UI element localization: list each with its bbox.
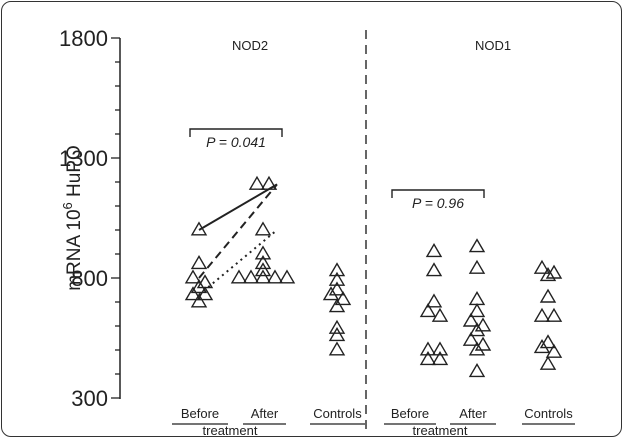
data-point-nod1 bbox=[474, 317, 492, 332]
y-tick-label: 300 bbox=[71, 386, 108, 411]
data-point-nod2 bbox=[328, 271, 346, 286]
y-tick-label: 1800 bbox=[59, 26, 108, 51]
data-point-nod1 bbox=[419, 351, 437, 366]
data-point-nod2 bbox=[328, 341, 346, 356]
data-point-nod1 bbox=[539, 355, 557, 370]
data-point-nod1 bbox=[468, 238, 486, 253]
data-point-nod1 bbox=[539, 288, 557, 303]
data-point-nod1 bbox=[468, 363, 486, 378]
data-point-nod1 bbox=[533, 259, 551, 274]
paired-line-dashed bbox=[198, 183, 278, 279]
group-label: Before bbox=[181, 406, 219, 421]
data-point-nod1 bbox=[419, 303, 437, 318]
data-point-nod2 bbox=[278, 269, 296, 284]
y-tick-label: 1300 bbox=[59, 146, 108, 171]
data-point-nod2 bbox=[190, 279, 208, 294]
panel-title: NOD1 bbox=[475, 38, 511, 53]
data-point-nod1 bbox=[468, 303, 486, 318]
data-point-nod1 bbox=[425, 243, 443, 258]
data-point-nod1 bbox=[425, 262, 443, 277]
group-label: Before bbox=[391, 406, 429, 421]
data-point-nod2 bbox=[328, 262, 346, 277]
data-point-nod2 bbox=[230, 269, 248, 284]
group-label: Controls bbox=[524, 406, 573, 421]
group-label: Controls bbox=[313, 406, 362, 421]
y-tick-label: 800 bbox=[71, 266, 108, 291]
data-point-nod2 bbox=[190, 293, 208, 308]
data-point-nod2 bbox=[242, 269, 260, 284]
data-point-nod1 bbox=[431, 351, 449, 366]
data-point-nod2 bbox=[260, 175, 278, 190]
data-point-nod1 bbox=[533, 307, 551, 322]
group-label: After bbox=[459, 406, 487, 421]
data-point-nod1 bbox=[539, 334, 557, 349]
data-point-nod2 bbox=[190, 255, 208, 270]
data-point-nod2 bbox=[254, 269, 272, 284]
data-point-nod2 bbox=[328, 319, 346, 334]
treatment-label: treatment bbox=[203, 423, 258, 438]
panel-title: NOD2 bbox=[232, 38, 268, 53]
data-point-nod1 bbox=[468, 341, 486, 356]
data-point-nod2 bbox=[190, 221, 208, 236]
significance-bracket bbox=[189, 128, 283, 137]
data-point-nod1 bbox=[468, 322, 486, 337]
data-point-nod1 bbox=[468, 291, 486, 306]
data-point-nod2 bbox=[184, 269, 202, 284]
p-value-label: P = 0.041 bbox=[206, 134, 266, 150]
y-axis-label: mRNA 106 HuPO bbox=[60, 145, 85, 291]
data-point-nod1 bbox=[425, 293, 443, 308]
data-point-nod2 bbox=[254, 221, 272, 236]
data-point-nod2 bbox=[248, 175, 266, 190]
data-point-nod1 bbox=[545, 343, 563, 358]
treatment-label: treatment bbox=[413, 423, 468, 438]
data-point-nod1 bbox=[431, 307, 449, 322]
data-point-nod1 bbox=[533, 339, 551, 354]
data-point-nod2 bbox=[266, 269, 284, 284]
data-point-nod2 bbox=[328, 298, 346, 313]
data-point-nod2 bbox=[184, 286, 202, 301]
data-point-nod1 bbox=[539, 267, 557, 282]
data-point-nod2 bbox=[254, 262, 272, 277]
data-point-nod2 bbox=[254, 255, 272, 270]
data-point-nod1 bbox=[545, 307, 563, 322]
data-point-nod1 bbox=[462, 331, 480, 346]
data-point-nod2 bbox=[328, 281, 346, 296]
paired-line-dotted bbox=[198, 229, 278, 296]
paired-line-solid bbox=[198, 183, 278, 231]
data-point-nod2 bbox=[196, 286, 214, 301]
group-label: After bbox=[251, 406, 279, 421]
data-point-nod1 bbox=[474, 336, 492, 351]
data-point-nod1 bbox=[468, 259, 486, 274]
data-point-nod2 bbox=[334, 291, 352, 306]
data-point-nod1 bbox=[462, 312, 480, 327]
data-point-nod1 bbox=[419, 341, 437, 356]
p-value-label: P = 0.96 bbox=[412, 195, 464, 211]
significance-bracket bbox=[391, 189, 485, 198]
data-point-nod1 bbox=[431, 341, 449, 356]
data-point-nod2 bbox=[254, 245, 272, 260]
data-point-nod2 bbox=[328, 327, 346, 342]
data-point-nod2 bbox=[322, 286, 340, 301]
